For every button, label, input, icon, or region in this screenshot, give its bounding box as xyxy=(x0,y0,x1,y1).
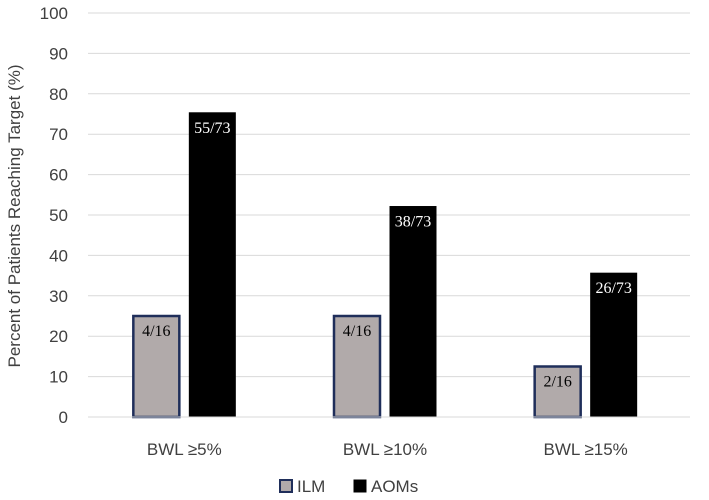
legend-label: AOMs xyxy=(371,477,418,496)
legend-item-aoms: AOMs xyxy=(353,477,418,496)
legend-swatch xyxy=(353,479,367,493)
y-axis-title: Percent of Patients Reaching Target (%) xyxy=(5,64,24,367)
y-axis-tick-labels: 0 10 20 30 40 50 60 70 80 90 100 xyxy=(40,4,68,427)
category-labels: BWL ≥5% BWL ≥10% BWL ≥15% xyxy=(147,440,628,459)
gridlines xyxy=(88,12,690,378)
bar-aoms xyxy=(389,206,437,418)
bar-aoms xyxy=(188,112,236,418)
data-labels: 4/16 55/73 4/16 38/73 2/16 26/73 xyxy=(142,120,632,391)
data-label: 2/16 xyxy=(543,374,571,391)
category-label: BWL ≥10% xyxy=(343,440,427,459)
data-label: 4/16 xyxy=(343,323,371,340)
bar-ilm xyxy=(332,314,382,419)
data-label: 55/73 xyxy=(194,120,230,137)
y-tick-label: 10 xyxy=(49,368,68,387)
data-label: 4/16 xyxy=(142,323,170,340)
legend-label: ILM xyxy=(297,477,325,496)
category-label: BWL ≥5% xyxy=(147,440,222,459)
y-tick-label: 100 xyxy=(40,4,68,23)
category-label: BWL ≥15% xyxy=(544,440,628,459)
legend: ILM AOMs xyxy=(279,477,418,496)
data-label: 26/73 xyxy=(595,280,631,297)
y-tick-label: 50 xyxy=(49,206,68,225)
legend-swatch xyxy=(279,479,293,493)
bars xyxy=(132,112,638,419)
y-tick-label: 70 xyxy=(49,125,68,144)
y-tick-label: 60 xyxy=(49,166,68,185)
bar-ilm xyxy=(132,314,181,419)
bar-aoms xyxy=(590,272,638,418)
y-tick-label: 80 xyxy=(49,85,68,104)
y-tick-label: 90 xyxy=(49,44,68,63)
y-tick-label: 20 xyxy=(49,327,68,346)
y-tick-label: 0 xyxy=(59,408,68,427)
y-tick-label: 40 xyxy=(49,246,68,265)
y-tick-label: 30 xyxy=(49,287,68,306)
legend-item-ilm: ILM xyxy=(279,477,325,496)
data-label: 38/73 xyxy=(395,214,431,231)
